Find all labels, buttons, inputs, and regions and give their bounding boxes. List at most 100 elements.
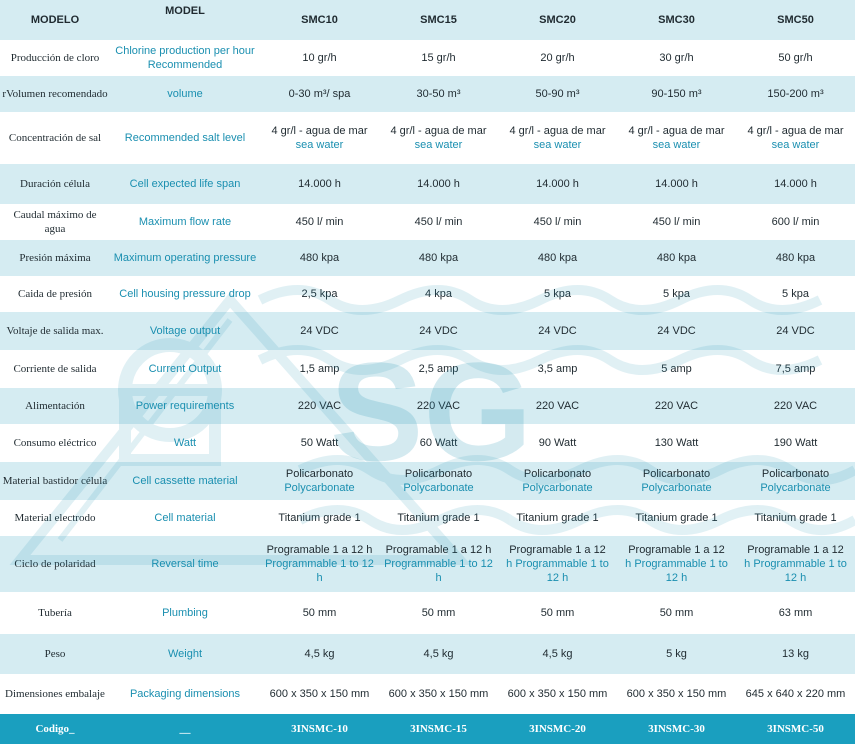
value-text: Policarbonato — [642, 468, 711, 480]
value-text: 10 gr/h — [302, 52, 337, 64]
header-model-1: SMC10 — [260, 0, 379, 40]
value-text: 50-90 m³ — [535, 88, 580, 100]
row-label-en: Current Output — [110, 350, 260, 388]
header-model-2: SMC15 — [379, 0, 498, 40]
row-label-es: Duración célula — [0, 164, 110, 204]
row-label-en: Chlorine production per hour Recommended — [110, 40, 260, 76]
value-text: Policarbonato — [285, 468, 354, 480]
value-text-en: sea water — [414, 139, 463, 151]
value-text: Programable 1 a 12 h — [385, 544, 492, 556]
value-cell: 5 kpa — [617, 276, 736, 312]
row-label-es: rVolumen recomendado — [0, 76, 110, 112]
value-text: 7,5 amp — [775, 363, 816, 375]
row-label-en: Voltage output — [110, 312, 260, 350]
value-cell: 220 VAC — [617, 388, 736, 424]
table-row: Duración célula Cell expected life span 14… — [0, 164, 855, 204]
value-text: 220 VAC — [416, 400, 461, 412]
value-text-en: Polycarbonate — [403, 482, 474, 494]
table-row: Peso Weight 4,5 kg 4,5 kg 4,5 kg 5 kg 13 kg — [0, 634, 855, 674]
value-text: Policarbonato — [761, 468, 830, 480]
value-text: 50 mm — [302, 607, 337, 619]
value-text: 14.000 h — [774, 178, 817, 190]
value-text: 3,5 amp — [537, 363, 578, 375]
value-cell: Policarbonato Polycarbonate — [379, 462, 498, 500]
value-cell: 150-200 m³ — [736, 76, 855, 112]
value-text: 220 VAC — [297, 400, 342, 412]
header-model-en: MODEL — [110, 0, 260, 40]
table-row: Producción de cloro Chlorine production p… — [0, 40, 855, 76]
value-cell: 50 mm — [379, 592, 498, 634]
table-row: Corriente de salida Current Output 1,5 amp… — [0, 350, 855, 388]
footer-dash: __ — [110, 714, 260, 744]
value-text: 50 Watt — [300, 437, 339, 449]
value-cell: 450 l/ min — [498, 204, 617, 240]
value-text: Programable 1 a 12 — [628, 544, 725, 556]
value-cell: 24 VDC — [736, 312, 855, 350]
row-label-en: Cell housing pressure drop — [110, 276, 260, 312]
value-cell: 450 l/ min — [379, 204, 498, 240]
value-cell: 5 kpa — [498, 276, 617, 312]
value-cell: 4 gr/l - agua de mar sea water — [379, 112, 498, 164]
header-model-3: SMC20 — [498, 0, 617, 40]
value-cell: 24 VDC — [617, 312, 736, 350]
value-cell: 7,5 amp — [736, 350, 855, 388]
value-text: 480 kpa — [418, 252, 459, 264]
row-label-en: Packaging dimensions — [110, 674, 260, 714]
value-text: 4,5 kg — [423, 648, 454, 660]
value-cell: 220 VAC — [736, 388, 855, 424]
value-text: 220 VAC — [773, 400, 818, 412]
value-text-en: Polycarbonate — [284, 482, 355, 494]
value-cell: 4,5 kg — [498, 634, 617, 674]
row-label-en: Maximum flow rate — [110, 204, 260, 240]
value-cell: Programable 1 a 12 h Programmable 1 to 12… — [498, 536, 617, 592]
value-cell: 220 VAC — [379, 388, 498, 424]
row-label-en: Weight — [110, 634, 260, 674]
value-text: Titanium grade 1 — [516, 512, 599, 524]
value-cell: 600 l/ min — [736, 204, 855, 240]
value-text: 90-150 m³ — [651, 88, 702, 100]
value-cell: Titanium grade 1 — [260, 500, 379, 536]
value-cell: 5 kg — [617, 634, 736, 674]
value-cell: 4,5 kg — [379, 634, 498, 674]
header-row: MODELO MODEL SMC10 SMC15 SMC20 SMC30 SMC50 — [0, 0, 855, 40]
value-cell: Policarbonato Polycarbonate — [736, 462, 855, 500]
row-label-en: Power requirements — [110, 388, 260, 424]
value-cell: 600 x 350 x 150 mm — [260, 674, 379, 714]
value-cell: 24 VDC — [498, 312, 617, 350]
value-text-en: h Programmable 1 to 12 h — [625, 558, 728, 584]
value-cell: 130 Watt — [617, 424, 736, 462]
value-cell: 50 mm — [498, 592, 617, 634]
value-text: 24 VDC — [657, 325, 696, 337]
table-row: Material electrodo Cell material Titanium … — [0, 500, 855, 536]
value-cell: 4 gr/l - agua de mar sea water — [498, 112, 617, 164]
value-text: 5 amp — [661, 363, 692, 375]
value-cell: 2,5 kpa — [260, 276, 379, 312]
table-row: Tubería Plumbing 50 mm 50 mm 50 mm 50 mm 63 mm — [0, 592, 855, 634]
value-cell: 90 Watt — [498, 424, 617, 462]
value-text: 24 VDC — [776, 325, 815, 337]
value-cell: 5 kpa — [736, 276, 855, 312]
value-cell: 480 kpa — [736, 240, 855, 276]
row-label-es: Corriente de salida — [0, 350, 110, 388]
footer-code-3: 3INSMC-20 — [498, 714, 617, 744]
value-cell: 5 amp — [617, 350, 736, 388]
table-row: rVolumen recomendado volume 0-30 m³/ spa 30… — [0, 76, 855, 112]
value-text: 5 kpa — [782, 288, 809, 300]
value-text: 2,5 amp — [418, 363, 459, 375]
value-cell: Titanium grade 1 — [617, 500, 736, 536]
value-cell: 14.000 h — [498, 164, 617, 204]
value-text-en: Programmable 1 to 12 h — [265, 558, 374, 584]
value-text: 480 kpa — [656, 252, 697, 264]
value-text: Programable 1 a 12 — [509, 544, 606, 556]
value-text-en: h Programmable 1 to 12 h — [744, 558, 847, 584]
row-label-en: Cell cassette material — [110, 462, 260, 500]
footer-code-2: 3INSMC-15 — [379, 714, 498, 744]
table-row: Caida de presión Cell housing pressure dr… — [0, 276, 855, 312]
value-text: 30-50 m³ — [416, 88, 461, 100]
row-label-en: Cell material — [110, 500, 260, 536]
value-text: 24 VDC — [538, 325, 577, 337]
value-text: 450 l/ min — [533, 216, 582, 228]
value-cell: 20 gr/h — [498, 40, 617, 76]
value-cell: 30-50 m³ — [379, 76, 498, 112]
